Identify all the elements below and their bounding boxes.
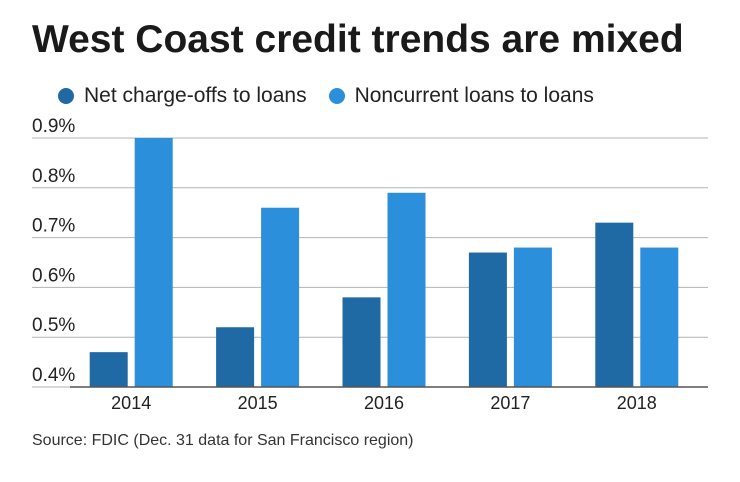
legend-label-noncurrent-loans: Noncurrent loans to loans <box>354 84 594 107</box>
legend-item-net-charge-offs: Net charge-offs to loans <box>58 84 307 108</box>
x-tick-label: 2016 <box>364 393 404 413</box>
bar-net-charge-offs <box>342 297 381 387</box>
y-tick-label: 0.5% <box>32 315 75 336</box>
source-note: Source: FDIC (Dec. 31 data for San Franc… <box>32 432 414 449</box>
legend-swatch-net-charge-offs <box>58 88 74 104</box>
bar-net-charge-offs <box>89 352 128 387</box>
x-tick-label: 2015 <box>238 393 278 413</box>
bar-noncurrent-loans <box>513 247 552 387</box>
bar-noncurrent-loans <box>134 138 173 387</box>
bar-net-charge-offs <box>216 327 255 387</box>
legend: Net charge-offs to loans Noncurrent loan… <box>58 84 616 108</box>
legend-item-noncurrent-loans: Noncurrent loans to loans <box>328 84 594 108</box>
legend-swatch-noncurrent-loans <box>328 88 345 104</box>
x-tick-label: 2017 <box>490 393 530 413</box>
legend-label-net-charge-offs: Net charge-offs to loans <box>84 84 307 107</box>
chart-title: West Coast credit trends are mixed <box>32 18 684 61</box>
x-tick-label: 2018 <box>617 393 657 413</box>
y-tick-label: 0.4% <box>32 365 75 386</box>
y-tick-label: 0.8% <box>32 166 75 187</box>
y-tick-label: 0.7% <box>32 216 75 237</box>
bar-noncurrent-loans <box>261 207 300 387</box>
y-tick-label: 0.9% <box>32 116 75 137</box>
bar-net-charge-offs <box>595 222 634 387</box>
bar-noncurrent-loans <box>640 247 679 387</box>
bar-noncurrent-loans <box>387 192 426 387</box>
bar-net-charge-offs <box>468 252 507 387</box>
y-tick-label: 0.6% <box>32 265 75 286</box>
x-tick-label: 2014 <box>111 393 151 413</box>
